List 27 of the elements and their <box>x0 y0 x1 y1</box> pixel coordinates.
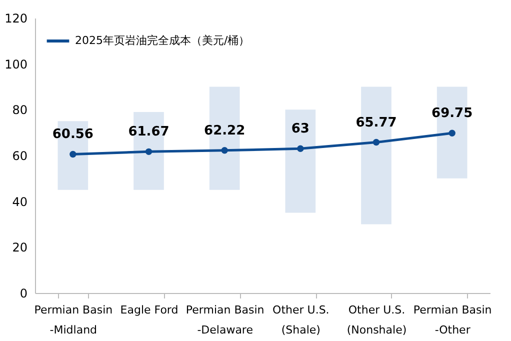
y-tick-label: 0 <box>20 286 28 300</box>
data-label: 63 <box>291 122 310 137</box>
data-label: 65.77 <box>356 115 397 130</box>
point <box>372 138 380 146</box>
data-label: 62.22 <box>204 123 246 138</box>
y-tick-label: 40 <box>12 194 28 209</box>
point <box>448 130 456 137</box>
y-tick-label: 100 <box>4 57 28 72</box>
y-tick-label: 60 <box>12 149 28 163</box>
x-tick-label: Other U.S. (Nonshale) <box>346 304 407 336</box>
point <box>145 148 152 156</box>
x-tick-label: Permian Basin -Other <box>413 304 492 336</box>
x-tick-label: Permian Basin -Delaware <box>186 304 264 336</box>
data-label: 60.56 <box>52 127 94 142</box>
x-tick-label: Other U.S. (Shale) <box>272 304 330 336</box>
bar <box>285 110 316 213</box>
legend-label: 2025年页岩油完全成本（美元/桶） <box>75 34 250 47</box>
x-tick-label: Permian Basin -Midland <box>34 304 113 336</box>
data-label: 69.75 <box>432 106 473 122</box>
point <box>221 147 228 154</box>
y-tick-label: 80 <box>12 103 28 118</box>
data-label: 61.67 <box>128 124 170 140</box>
x-tick-label: Eagle Ford <box>120 304 178 316</box>
point <box>70 150 76 158</box>
y-tick-label: 120 <box>4 12 28 26</box>
point <box>297 145 304 152</box>
y-tick-label: 20 <box>12 240 28 255</box>
